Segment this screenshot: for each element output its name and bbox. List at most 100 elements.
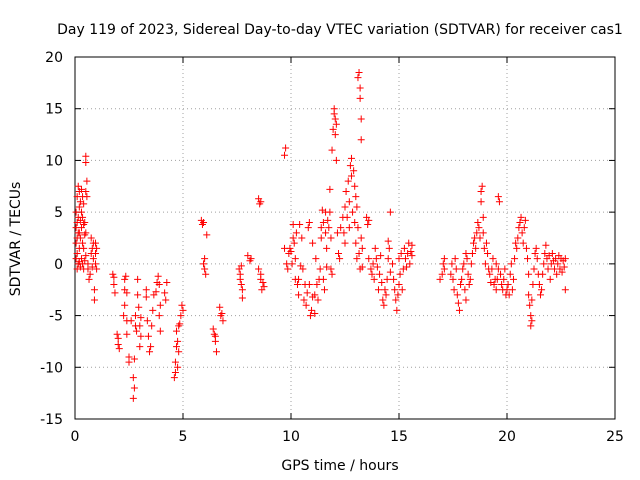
data-point: [532, 244, 540, 252]
data-point: [302, 301, 310, 309]
data-point: [317, 224, 325, 232]
data-point: [123, 289, 131, 297]
data-point: [530, 265, 538, 273]
data-point: [497, 270, 505, 278]
data-point: [501, 265, 509, 273]
data-point: [171, 358, 179, 366]
data-point: [123, 330, 131, 338]
data-point: [113, 330, 121, 338]
data-point: [259, 278, 267, 286]
data-point: [327, 265, 335, 273]
data-point: [313, 281, 321, 289]
y-tick-labels: -15 -10 -5 0 5 10 15 20: [40, 50, 63, 428]
data-point: [522, 244, 530, 252]
y-tick-label: 15: [45, 102, 63, 118]
data-point: [79, 239, 87, 247]
data-point: [148, 322, 156, 330]
data-point: [152, 288, 160, 296]
data-point: [460, 260, 468, 268]
data-point: [528, 317, 536, 325]
data-point: [327, 234, 335, 242]
data-point: [476, 234, 484, 242]
data-point: [526, 301, 534, 309]
data-point: [332, 120, 340, 128]
data-point: [155, 281, 163, 289]
data-point: [92, 250, 100, 258]
data-point: [329, 125, 337, 133]
data-point: [175, 348, 183, 356]
data-point: [533, 255, 541, 263]
data-point: [260, 283, 268, 291]
data-point: [323, 263, 331, 271]
data-point: [216, 303, 224, 311]
data-point: [342, 187, 350, 195]
data-point: [484, 250, 492, 258]
data-point: [380, 301, 388, 309]
data-point: [290, 239, 298, 247]
data-point: [121, 301, 129, 309]
data-point: [461, 286, 469, 294]
data-point: [328, 146, 336, 154]
data-point: [379, 296, 387, 304]
data-point: [478, 182, 486, 190]
data-point: [529, 281, 537, 289]
data-point: [347, 154, 355, 162]
data-point: [466, 275, 474, 283]
data-point: [391, 286, 399, 294]
data-point: [324, 216, 332, 224]
data-point: [236, 275, 244, 283]
data-point: [309, 239, 317, 247]
data-point: [218, 310, 226, 318]
data-point: [440, 265, 448, 273]
data-point: [320, 286, 328, 294]
data-point: [74, 182, 82, 190]
data-point: [536, 291, 544, 299]
data-point: [73, 250, 81, 258]
data-point: [542, 241, 550, 249]
data-point: [173, 327, 181, 335]
data-point: [538, 286, 546, 294]
data-point: [237, 281, 245, 289]
data-point: [371, 244, 379, 252]
data-point: [135, 303, 143, 311]
data-point: [384, 255, 392, 263]
data-point: [467, 260, 475, 268]
x-tick-label: 10: [282, 429, 300, 445]
data-point: [72, 239, 80, 247]
data-point: [305, 281, 313, 289]
data-point: [450, 286, 458, 294]
data-point: [114, 341, 122, 349]
data-point: [115, 345, 123, 353]
data-point: [125, 358, 133, 366]
data-points: [72, 69, 569, 402]
data-point: [288, 260, 296, 268]
data-point: [289, 234, 297, 242]
data-point: [93, 244, 101, 252]
data-point: [357, 115, 365, 123]
data-point: [311, 310, 319, 318]
data-point: [170, 374, 178, 382]
data-point: [500, 275, 508, 283]
data-point: [255, 265, 263, 273]
data-point: [203, 231, 211, 239]
data-point: [133, 327, 141, 335]
x-tick-label: 20: [498, 429, 516, 445]
data-point: [408, 241, 416, 249]
data-point: [176, 320, 184, 328]
data-point: [369, 260, 377, 268]
data-point: [385, 244, 393, 252]
data-point: [527, 312, 535, 320]
data-point: [481, 260, 489, 268]
data-point: [295, 275, 303, 283]
data-point: [355, 69, 363, 77]
data-point: [518, 229, 526, 237]
data-point: [144, 332, 152, 340]
data-point: [111, 289, 119, 297]
data-point: [352, 239, 360, 247]
y-tick-label: 20: [45, 50, 63, 66]
data-point: [331, 131, 339, 139]
data-point: [353, 255, 361, 263]
data-point: [492, 260, 500, 268]
data-point: [177, 312, 185, 320]
data-point: [525, 291, 533, 299]
